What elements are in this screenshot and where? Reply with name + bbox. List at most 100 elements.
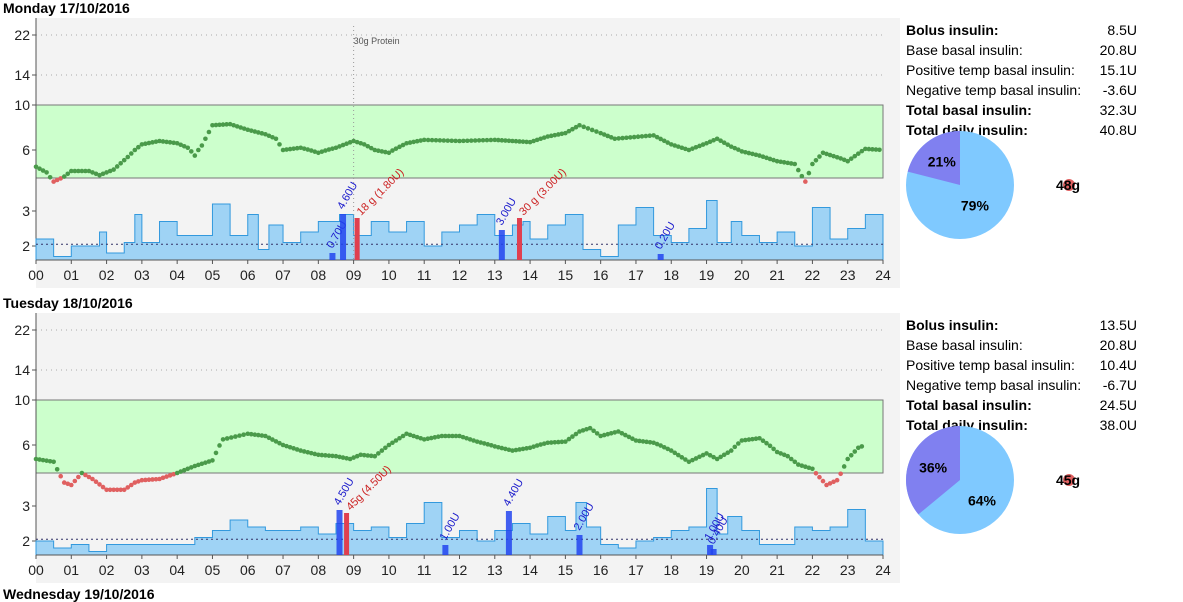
glucose-point: [376, 451, 381, 456]
glucose-point: [188, 465, 194, 470]
glucose-point: [404, 140, 409, 146]
stat-value: 13.5U: [1099, 317, 1137, 333]
glucose-point: [620, 135, 625, 141]
glucose-point: [817, 474, 822, 480]
glucose-point: [838, 471, 843, 477]
glucose-point: [47, 458, 53, 464]
glucose-point: [870, 147, 875, 152]
glucose-point: [181, 143, 187, 149]
glucose-point: [393, 146, 399, 151]
bolus-bar: [707, 545, 714, 555]
glucose-point: [589, 127, 595, 133]
glucose-point: [827, 152, 833, 158]
x-tick-label: 16: [593, 562, 609, 578]
glucose-point: [273, 136, 279, 142]
glucose-point: [386, 150, 392, 156]
glucose-point: [330, 146, 335, 151]
glucose-point: [128, 482, 134, 488]
glucose-point: [33, 456, 39, 462]
glucose-point: [672, 143, 678, 148]
glucose-point: [750, 151, 755, 157]
glucose-point: [841, 464, 847, 469]
glucose-point: [308, 450, 314, 456]
glucose-point: [852, 449, 858, 454]
glucose-point: [213, 450, 219, 456]
glucose-point: [298, 145, 303, 151]
glucose-point: [718, 138, 723, 144]
next-day-title: Wednesday 19/10/2016: [3, 586, 155, 602]
glucose-point: [721, 452, 727, 458]
glucose-point: [280, 442, 286, 448]
glucose-point: [480, 137, 486, 143]
pie-label-basal: 79%: [961, 198, 990, 214]
glucose-point: [344, 141, 349, 146]
glucose-point: [566, 128, 572, 134]
glucose-point: [503, 138, 508, 143]
glucose-point: [654, 441, 660, 447]
glucose-point: [397, 435, 402, 441]
pie-label-bolus: 36%: [919, 459, 948, 475]
glucose-point: [397, 144, 402, 150]
glucose-point: [312, 451, 318, 457]
glucose-point: [79, 168, 85, 174]
bolus-bar: [657, 254, 664, 260]
glucose-point: [767, 443, 773, 449]
glucose-point: [778, 159, 783, 165]
glucose-point: [796, 462, 801, 467]
glucose-point: [400, 142, 406, 148]
glucose-point: [587, 425, 593, 431]
glucose-point: [556, 439, 561, 445]
carbs-total-text: 48g: [1056, 177, 1080, 193]
glucose-point: [616, 429, 621, 434]
glucose-point: [114, 487, 120, 493]
stat-negative-temp: Negative temp basal insulin: -6.7U: [906, 375, 1141, 395]
glucose-point: [337, 454, 342, 460]
glucose-point: [418, 435, 423, 441]
glucose-point: [171, 471, 176, 477]
glucose-point: [40, 457, 46, 463]
glucose-point: [167, 473, 173, 478]
glucose-point: [291, 446, 296, 451]
glucose-point: [47, 175, 53, 180]
glucose-point: [157, 138, 162, 144]
x-tick-label: 23: [840, 267, 856, 283]
glucose-point: [820, 150, 826, 156]
glucose-point: [164, 139, 169, 145]
glucose-point: [788, 456, 794, 462]
glucose-point: [104, 170, 109, 175]
glucose-point: [224, 436, 230, 441]
glucose-point: [764, 440, 769, 446]
glucose-point: [781, 160, 787, 165]
glucose-point: [436, 434, 441, 439]
annotation-label: 30g Protein: [354, 36, 400, 46]
glucose-point: [771, 446, 776, 452]
glucose-point: [476, 138, 482, 143]
glucose-point: [481, 441, 487, 446]
glucose-point: [608, 431, 614, 436]
x-tick-label: 17: [628, 562, 644, 578]
y-tick-label: 22: [14, 27, 30, 43]
x-tick-label: 10: [381, 267, 397, 283]
glucose-point: [259, 131, 265, 136]
stat-base-basal: Base basal insulin: 20.8U: [906, 335, 1141, 355]
glucose-point: [347, 140, 353, 145]
glucose-point: [404, 431, 409, 437]
glucose-point: [855, 445, 861, 451]
day-title: Tuesday 18/10/2016: [3, 295, 133, 311]
glucose-point: [58, 176, 64, 181]
glucose-point: [37, 457, 42, 462]
glucose-point: [520, 446, 526, 452]
glucose-point: [44, 170, 49, 175]
glucose-point: [143, 141, 148, 146]
glucose-point: [79, 470, 85, 476]
glucose-point: [68, 168, 74, 174]
glucose-point: [351, 455, 356, 460]
glucose-point: [259, 433, 265, 438]
stat-total-daily: Total daily insulin: 40.8U: [906, 120, 1141, 140]
x-tick-label: 06: [240, 562, 256, 578]
glucose-point: [203, 460, 208, 465]
glucose-point: [90, 476, 95, 482]
glucose-point: [323, 453, 328, 458]
x-tick-label: 03: [134, 562, 150, 578]
glucose-point: [83, 472, 88, 478]
